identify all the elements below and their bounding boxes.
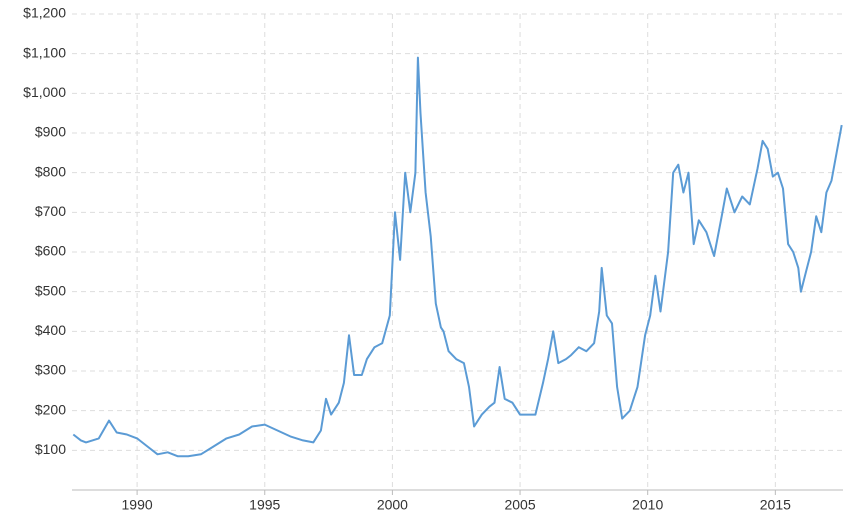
y-tick-label: $1,200	[23, 5, 66, 21]
x-tick-label: 2010	[632, 497, 663, 513]
price-line	[72, 56, 843, 458]
y-tick-label: $1,000	[23, 84, 66, 100]
y-tick-label: $800	[35, 163, 66, 179]
y-tick-label: $200	[35, 401, 66, 417]
x-tick-label: 2015	[760, 497, 791, 513]
y-tick-label: $700	[35, 203, 66, 219]
y-tick-label: $1,100	[23, 44, 66, 60]
x-tick-label: 2000	[377, 497, 408, 513]
y-tick-label: $400	[35, 322, 66, 338]
y-tick-label: $900	[35, 124, 66, 140]
x-tick-label: 1990	[122, 497, 153, 513]
x-tick-label: 2005	[504, 497, 535, 513]
y-tick-label: $300	[35, 362, 66, 378]
y-tick-label: $100	[35, 441, 66, 457]
y-tick-label: $600	[35, 243, 66, 259]
y-tick-label: $500	[35, 282, 66, 298]
x-tick-label: 1995	[249, 497, 280, 513]
